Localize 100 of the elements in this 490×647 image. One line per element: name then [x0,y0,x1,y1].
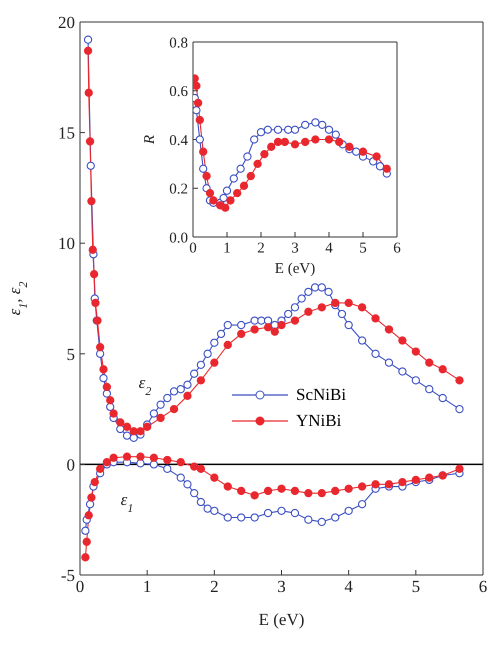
point [274,126,282,134]
x-tick-label: 6 [393,240,402,257]
point [109,409,118,418]
point [338,310,346,318]
point [109,454,118,462]
point [277,506,286,515]
point [277,320,286,330]
point [150,409,158,418]
point [237,486,246,496]
x-tick-label: 5 [412,577,420,596]
point [264,316,272,325]
point [243,152,252,161]
point [344,298,353,308]
point [264,323,272,332]
point [193,82,201,90]
x-tick-label: 3 [291,240,299,257]
y-tick-label: 0.4 [169,132,188,149]
point [88,246,97,254]
point [84,511,93,520]
point [438,365,447,374]
point [324,135,334,144]
point [304,288,313,296]
point [196,464,206,473]
point [310,283,320,292]
y-tick-label: 0.0 [169,230,188,246]
point [233,188,242,198]
point [176,458,185,466]
point [196,376,206,384]
point [311,135,320,144]
point [190,462,198,471]
y-tick-label: -5 [60,566,75,586]
point [455,376,464,384]
point [183,380,192,389]
point [81,526,90,535]
point [150,454,158,462]
point [136,452,145,461]
point [301,138,310,146]
point [425,385,434,394]
point [267,142,276,151]
point [122,431,132,440]
point [318,283,326,292]
point [196,116,204,124]
point [183,480,192,488]
point [358,500,366,508]
point [372,152,381,161]
point [210,474,218,482]
point [237,513,246,522]
point [84,88,93,97]
point [143,422,152,431]
point [304,516,313,524]
point [324,288,333,296]
point [87,197,96,206]
point [371,480,380,488]
x-tick-label: 1 [223,240,231,257]
x-axis-title: E (eV) [258,610,304,629]
point [199,164,208,173]
point [84,46,92,55]
point [224,340,232,350]
point [122,452,132,461]
y-tick-label: 0 [66,455,75,474]
annotation: ε$_{1}$ [120,490,134,515]
point [86,137,94,146]
point [156,414,165,422]
y-tick-label: 0.6 [169,84,188,100]
point [324,126,334,134]
x-tick-label: 5 [359,240,367,257]
point [102,458,112,466]
point [344,506,353,515]
x-tick-label: 1 [142,577,152,596]
point [274,138,282,146]
point [102,382,112,392]
point [250,325,259,334]
point [190,370,198,378]
point [210,338,218,347]
y-tick-label: 10 [58,234,75,254]
point [304,308,313,316]
y-tick-label: 5 [66,344,75,364]
point [90,270,98,278]
point [257,316,266,325]
point [398,478,407,486]
point [246,172,255,180]
point [196,498,206,506]
point [99,374,108,382]
point [311,118,320,127]
point [290,316,300,325]
point [412,347,420,356]
point [81,553,90,562]
point [224,482,232,491]
point [136,427,145,436]
point [260,150,269,158]
point [163,394,172,402]
point [270,328,279,336]
y-tick-label: 20 [58,13,75,32]
y-axis-title: R [142,134,158,146]
point [382,164,391,173]
point [122,422,132,431]
point [290,140,300,149]
point [318,489,326,498]
point [86,162,95,170]
point [318,518,326,526]
